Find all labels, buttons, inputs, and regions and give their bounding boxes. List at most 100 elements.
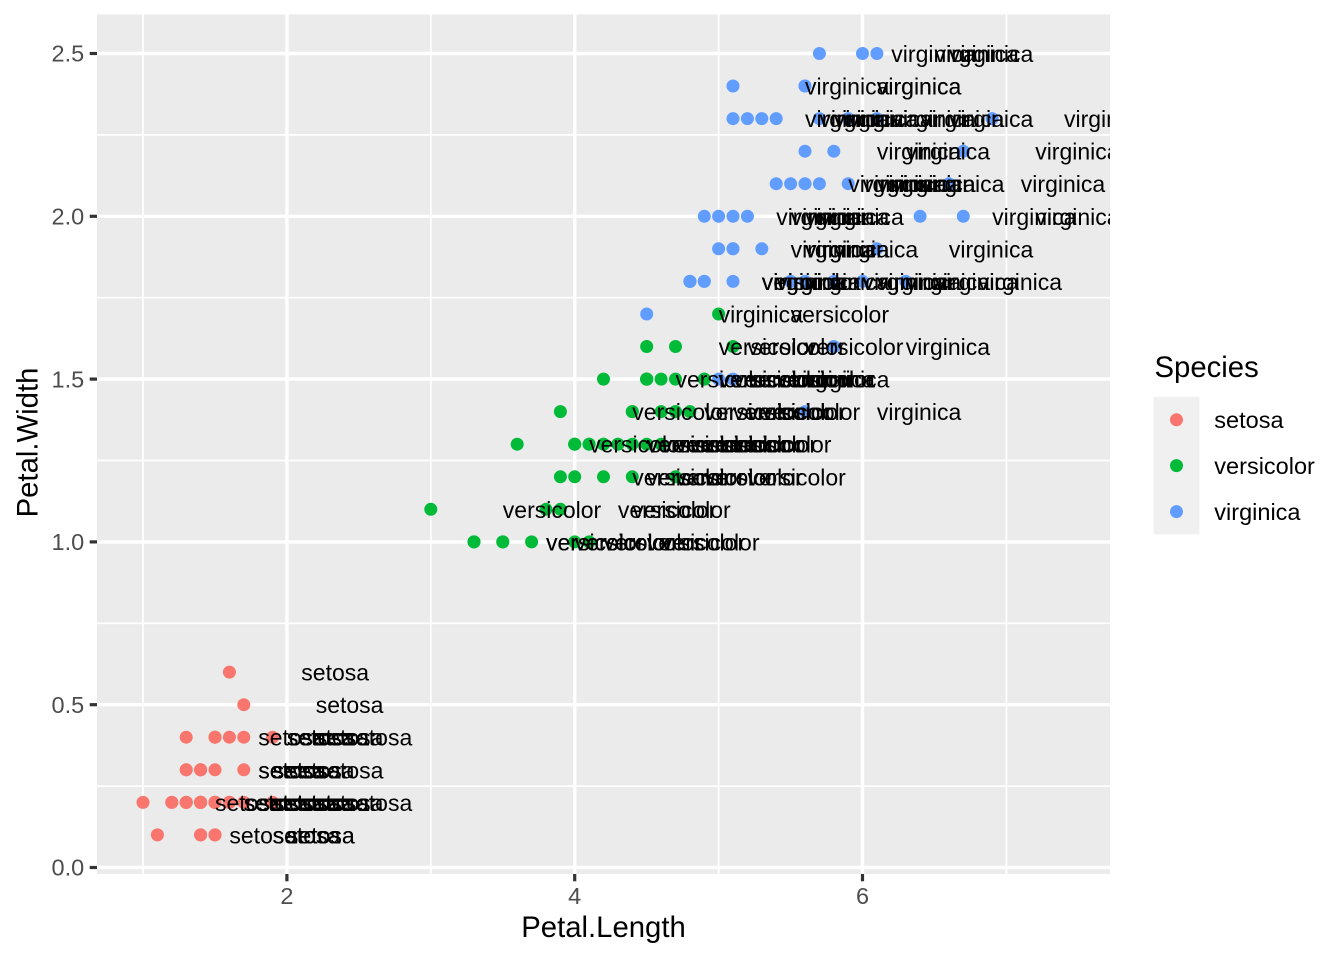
svg-text:setosa: setosa (345, 790, 413, 816)
svg-text:setosa: setosa (287, 822, 355, 848)
svg-text:virginica: virginica (805, 106, 890, 132)
svg-text:1.5: 1.5 (52, 366, 85, 392)
svg-text:setosa: setosa (273, 790, 341, 816)
svg-text:virginica: virginica (805, 236, 890, 262)
svg-text:versicolor: versicolor (719, 367, 818, 393)
svg-text:versicolor: versicolor (805, 334, 904, 360)
svg-text:setosa: setosa (316, 692, 384, 718)
svg-text:versicolor: versicolor (690, 432, 789, 458)
svg-text:versicolor: versicolor (647, 529, 746, 555)
svg-text:setosa: setosa (229, 822, 297, 848)
svg-text:virginica: virginica (949, 41, 1034, 67)
svg-text:0.0: 0.0 (52, 855, 85, 881)
svg-text:versicolor: versicolor (661, 432, 760, 458)
svg-text:2: 2 (280, 883, 293, 909)
svg-text:versicolor: versicolor (704, 464, 803, 490)
svg-text:versicolor: versicolor (747, 399, 846, 425)
svg-text:setosa: setosa (258, 725, 326, 751)
svg-text:versicolor: versicolor (791, 302, 890, 328)
svg-text:Petal.Length: Petal.Length (521, 911, 686, 944)
svg-text:virginica: virginica (834, 106, 919, 132)
svg-text:setosa: setosa (316, 757, 384, 783)
svg-text:setosa: setosa (1214, 407, 1284, 433)
svg-text:virginica: virginica (1214, 499, 1301, 525)
svg-text:virginica: virginica (805, 367, 890, 393)
svg-text:setosa: setosa (287, 790, 355, 816)
svg-text:setosa: setosa (273, 790, 341, 816)
svg-text:setosa: setosa (287, 790, 355, 816)
svg-text:virginica: virginica (1064, 106, 1149, 132)
svg-text:virginica: virginica (877, 171, 962, 197)
svg-text:setosa: setosa (301, 790, 369, 816)
svg-text:versicolor: versicolor (733, 432, 832, 458)
svg-text:virginica: virginica (819, 204, 904, 230)
svg-text:Species: Species (1155, 351, 1259, 384)
svg-text:setosa: setosa (301, 790, 369, 816)
svg-text:versicolor: versicolor (762, 399, 861, 425)
svg-text:versicolor: versicolor (747, 334, 846, 360)
svg-text:setosa: setosa (258, 757, 326, 783)
svg-text:virginica: virginica (863, 269, 948, 295)
svg-text:1.0: 1.0 (52, 529, 85, 555)
svg-text:virginica: virginica (992, 204, 1077, 230)
svg-text:virginica: virginica (719, 302, 804, 328)
svg-text:versicolor: versicolor (747, 399, 846, 425)
svg-text:setosa: setosa (273, 822, 341, 848)
svg-text:versicolor: versicolor (632, 464, 731, 490)
svg-text:versicolor: versicolor (618, 497, 717, 523)
svg-text:virginica: virginica (776, 204, 861, 230)
svg-text:virginica: virginica (805, 74, 890, 100)
svg-text:setosa: setosa (301, 660, 369, 686)
svg-text:setosa: setosa (301, 790, 369, 816)
svg-text:setosa: setosa (258, 790, 326, 816)
svg-text:virginica: virginica (848, 106, 933, 132)
svg-text:versicolor: versicolor (647, 432, 746, 458)
svg-text:versicolor: versicolor (719, 432, 818, 458)
svg-text:versicolor: versicolor (704, 432, 803, 458)
svg-text:versicolor: versicolor (575, 529, 674, 555)
svg-text:versicolor: versicolor (733, 367, 832, 393)
svg-text:versicolor: versicolor (704, 399, 803, 425)
svg-text:versicolor: versicolor (776, 367, 875, 393)
svg-text:virginica: virginica (762, 269, 847, 295)
svg-text:virginica: virginica (776, 269, 861, 295)
svg-text:virginica: virginica (906, 269, 991, 295)
svg-text:virginica: virginica (891, 106, 976, 132)
svg-text:virginica: virginica (920, 106, 1005, 132)
svg-text:versicolor: versicolor (762, 269, 861, 295)
svg-text:setosa: setosa (273, 757, 341, 783)
svg-text:virginica: virginica (1035, 204, 1120, 230)
svg-text:setosa: setosa (287, 790, 355, 816)
svg-text:setosa: setosa (301, 790, 369, 816)
svg-text:setosa: setosa (258, 790, 326, 816)
svg-text:6: 6 (856, 883, 869, 909)
svg-text:versicolor: versicolor (747, 367, 846, 393)
svg-text:setosa: setosa (287, 725, 355, 751)
svg-text:virginica: virginica (863, 269, 948, 295)
svg-text:0.5: 0.5 (52, 692, 85, 718)
svg-text:versicolor: versicolor (719, 334, 818, 360)
svg-text:setosa: setosa (258, 790, 326, 816)
svg-text:virginica: virginica (891, 171, 976, 197)
svg-text:versicolor: versicolor (661, 432, 760, 458)
svg-text:setosa: setosa (273, 757, 341, 783)
svg-text:setosa: setosa (258, 757, 326, 783)
svg-text:virginica: virginica (819, 106, 904, 132)
svg-text:setosa: setosa (287, 790, 355, 816)
svg-text:virginica: virginica (776, 269, 861, 295)
svg-text:setosa: setosa (258, 790, 326, 816)
svg-text:versicolor: versicolor (776, 367, 875, 393)
svg-text:setosa: setosa (287, 822, 355, 848)
svg-text:setosa: setosa (273, 822, 341, 848)
svg-text:versicolor: versicolor (589, 432, 688, 458)
svg-text:setosa: setosa (301, 790, 369, 816)
svg-text:setosa: setosa (273, 790, 341, 816)
svg-text:versicolor: versicolor (690, 432, 789, 458)
svg-text:versicolor: versicolor (1214, 453, 1315, 479)
svg-text:setosa: setosa (215, 790, 283, 816)
svg-text:setosa: setosa (244, 790, 312, 816)
svg-text:setosa: setosa (287, 790, 355, 816)
svg-text:setosa: setosa (287, 790, 355, 816)
svg-text:versicolor: versicolor (632, 497, 731, 523)
svg-text:virginica: virginica (935, 41, 1020, 67)
